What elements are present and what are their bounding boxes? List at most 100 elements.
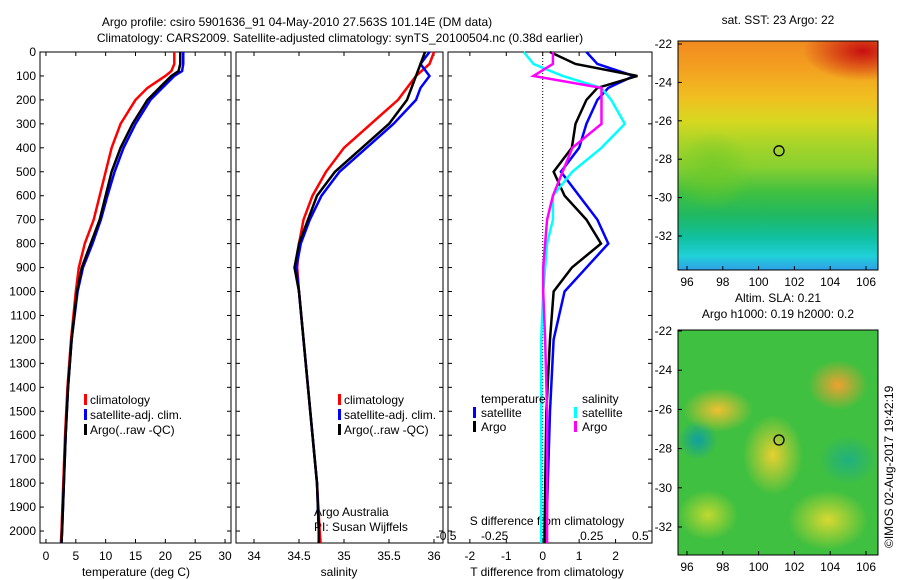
lat-tick-label: -32: [655, 520, 673, 534]
profile-location-marker: [773, 434, 785, 446]
x2-tick-label: 0.25: [580, 529, 604, 543]
lat-tick-label: -30: [655, 191, 673, 205]
lat-tick-label: -26: [655, 114, 673, 128]
sla-map-title-1: Altim. SLA: 0.21: [735, 291, 821, 305]
y-tick-label: 1600: [9, 428, 36, 442]
y-tick-label: 1400: [9, 380, 36, 394]
series-line-2: [293, 51, 427, 543]
x-tick-label: 10: [99, 549, 113, 563]
legend-label: satellite: [481, 406, 522, 420]
legend-swatch: [338, 424, 341, 435]
legend-swatch: [84, 394, 87, 405]
lon-tick-label: 96: [680, 275, 694, 289]
legend-label: climatology: [344, 393, 404, 407]
y-tick-label: 300: [16, 117, 36, 131]
x-tick-label: 5: [72, 549, 79, 563]
annotation-2: PI: Susan Wijffels: [314, 520, 408, 534]
map-frame: [677, 40, 879, 271]
x2-tick-label: -0.5: [436, 529, 457, 543]
lon-tick-label: 100: [749, 560, 769, 574]
y-tick-label: 1100: [10, 308, 36, 322]
x-tick-label: 0: [539, 549, 546, 563]
legend-swatch: [338, 394, 341, 405]
legend-swatch: [84, 409, 87, 420]
y-tick-label: 400: [16, 141, 36, 155]
lat-tick-label: -22: [655, 324, 673, 338]
x-tick-label: 36: [427, 549, 441, 563]
y-tick-label: 900: [16, 261, 36, 275]
lat-tick-label: -24: [655, 75, 673, 89]
diff-xlabel: T difference from climatology: [470, 565, 624, 579]
y-tick-label: 1000: [9, 285, 36, 299]
y-tick-label: 1700: [9, 452, 36, 466]
lon-tick-label: 102: [784, 560, 804, 574]
annotation-1: Argo Australia: [314, 505, 389, 519]
x-tick-label: -1: [501, 549, 512, 563]
series-line-temperature-satellite: [545, 51, 638, 543]
legend-label: Argo(..raw -QC): [90, 423, 175, 437]
y-tick-label: 0: [29, 45, 36, 59]
lat-tick-label: -22: [655, 37, 673, 51]
x-tick-label: 34: [247, 549, 261, 563]
y-tick-label: 1900: [9, 500, 36, 514]
x-tick-label: 35.5: [377, 549, 401, 563]
legend-swatch: [574, 421, 577, 432]
lon-tick-label: 98: [716, 275, 730, 289]
series-line-salinity-Argo: [530, 52, 603, 543]
lon-tick-label: 96: [680, 560, 694, 574]
x-tick-label: 25: [189, 549, 203, 563]
lat-tick-label: -26: [655, 402, 673, 416]
legend-label: Argo: [481, 420, 507, 434]
series-line-2: [60, 52, 182, 544]
lon-tick-label: 106: [856, 275, 876, 289]
legend-label: Argo(..raw -QC): [344, 423, 429, 437]
lat-tick-label: -28: [655, 152, 673, 166]
sla-map-title-2: Argo h1000: 0.19 h2000: 0.2: [702, 307, 854, 321]
y-tick-label: 800: [16, 237, 36, 251]
y-tick-label: 700: [16, 213, 36, 227]
y-tick-label: 1800: [9, 476, 36, 490]
legend-salinity-title: salinity: [582, 392, 619, 406]
legend-temperature-title: temperature: [481, 392, 546, 406]
lon-tick-label: 104: [820, 275, 840, 289]
x-tick-label: 34.5: [287, 549, 311, 563]
lon-tick-label: 106: [856, 560, 876, 574]
lat-tick-label: -30: [655, 481, 673, 495]
title-line-1: Argo profile: csiro 5901636_91 04-May-20…: [102, 15, 492, 29]
temp-xlabel: temperature (deg C): [82, 565, 190, 579]
x-tick-label: -2: [465, 549, 476, 563]
y-tick-label: 1200: [9, 332, 36, 346]
x2-tick-label: 0.5: [632, 529, 649, 543]
legend-swatch: [574, 407, 577, 418]
lat-tick-label: -32: [655, 229, 673, 243]
lon-tick-label: 102: [784, 275, 804, 289]
map-frame: [677, 329, 879, 556]
y-tick-label: 500: [16, 165, 36, 179]
series-line-0: [295, 51, 436, 544]
legend-swatch: [473, 407, 476, 418]
legend-label: satellite: [582, 406, 623, 420]
x-tick-label: 1: [576, 549, 583, 563]
legend-swatch: [84, 424, 87, 435]
y-tick-label: 2000: [9, 524, 36, 538]
legend-label: satellite-adj. clim.: [344, 408, 436, 422]
lon-tick-label: 100: [749, 275, 769, 289]
legend-label: Argo: [582, 420, 608, 434]
y-tick-label: 200: [16, 93, 36, 107]
lat-tick-label: -24: [655, 363, 673, 377]
sla-map: [678, 330, 878, 555]
x-tick-label: 0: [43, 549, 50, 563]
y-tick-label: 1300: [9, 356, 36, 370]
legend-swatch: [473, 421, 476, 432]
lon-tick-label: 104: [820, 560, 840, 574]
y-tick-label: 100: [16, 69, 36, 83]
credit: ©IMOS 02-Aug-2017 19:42:19: [882, 385, 896, 548]
x-tick-label: 2: [612, 549, 619, 563]
y-tick-label: 1500: [9, 404, 36, 418]
series-line-temperature-Argo: [543, 50, 638, 543]
profile-location-marker: [773, 145, 785, 157]
lon-tick-label: 98: [716, 560, 730, 574]
x-tick-label: 30: [218, 549, 232, 563]
